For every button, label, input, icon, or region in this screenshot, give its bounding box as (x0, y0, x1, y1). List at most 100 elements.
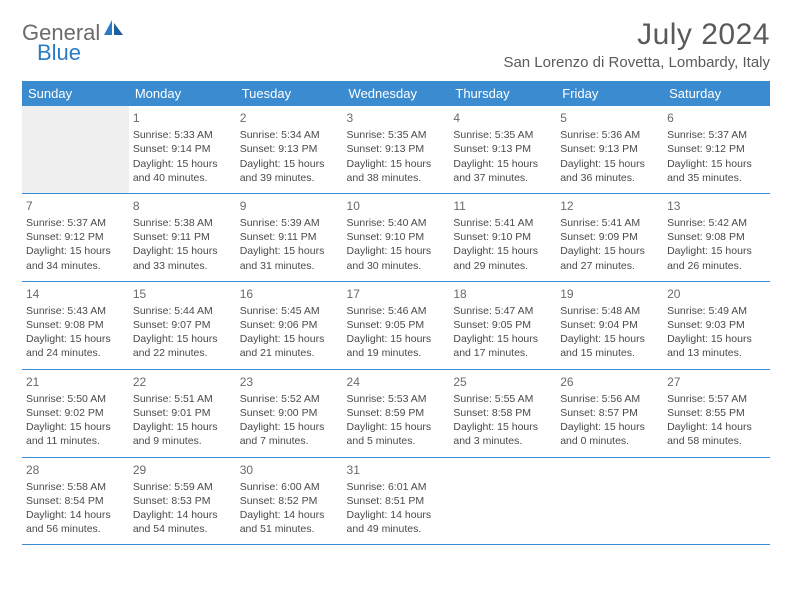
day-info: Sunrise: 5:38 AMSunset: 9:11 PMDaylight:… (133, 216, 232, 273)
logo-text-blue: Blue (37, 40, 81, 66)
day-number: 27 (667, 374, 766, 390)
day-number: 3 (347, 110, 446, 126)
day-info: Sunrise: 6:00 AMSunset: 8:52 PMDaylight:… (240, 480, 339, 537)
calendar-body: 1 Sunrise: 5:33 AMSunset: 9:14 PMDaylight… (22, 106, 770, 545)
day-number: 21 (26, 374, 125, 390)
calendar-week-row: 28Sunrise: 5:58 AMSunset: 8:54 PMDayligh… (22, 457, 770, 545)
day-info: Sunrise: 5:39 AMSunset: 9:11 PMDaylight:… (240, 216, 339, 273)
calendar-day-cell: 5 Sunrise: 5:36 AMSunset: 9:13 PMDaylight… (556, 106, 663, 193)
day-number: 17 (347, 286, 446, 302)
day-number: 15 (133, 286, 232, 302)
day-info: Sunrise: 5:37 AMSunset: 9:12 PMDaylight:… (26, 216, 125, 273)
calendar-day-cell: 13 Sunrise: 5:42 AMSunset: 9:08 PMDayligh… (663, 193, 770, 281)
day-info: Sunrise: 5:36 AMSunset: 9:13 PMDaylight:… (560, 128, 659, 185)
calendar-day-cell: 28Sunrise: 5:58 AMSunset: 8:54 PMDayligh… (22, 457, 129, 545)
day-info: Sunrise: 5:59 AMSunset: 8:53 PMDaylight:… (133, 480, 232, 537)
day-info: Sunrise: 5:47 AMSunset: 9:05 PMDaylight:… (453, 304, 552, 361)
day-number: 22 (133, 374, 232, 390)
day-info: Sunrise: 5:40 AMSunset: 9:10 PMDaylight:… (347, 216, 446, 273)
day-info: Sunrise: 5:34 AMSunset: 9:13 PMDaylight:… (240, 128, 339, 185)
weekday-header: Wednesday (343, 81, 450, 106)
day-number: 26 (560, 374, 659, 390)
day-number: 7 (26, 198, 125, 214)
month-title: July 2024 (503, 18, 770, 52)
weekday-header: Saturday (663, 81, 770, 106)
calendar-day-cell: 30Sunrise: 6:00 AMSunset: 8:52 PMDayligh… (236, 457, 343, 545)
calendar-day-cell: 2 Sunrise: 5:34 AMSunset: 9:13 PMDaylight… (236, 106, 343, 193)
calendar-day-cell (22, 106, 129, 193)
calendar-week-row: 14 Sunrise: 5:43 AMSunset: 9:08 PMDayligh… (22, 281, 770, 369)
day-info: Sunrise: 5:33 AMSunset: 9:14 PMDaylight:… (133, 128, 232, 185)
calendar-day-cell: 8 Sunrise: 5:38 AMSunset: 9:11 PMDaylight… (129, 193, 236, 281)
calendar-day-cell: 7 Sunrise: 5:37 AMSunset: 9:12 PMDaylight… (22, 193, 129, 281)
day-number: 2 (240, 110, 339, 126)
day-number: 5 (560, 110, 659, 126)
day-info: Sunrise: 5:37 AMSunset: 9:12 PMDaylight:… (667, 128, 766, 185)
day-number: 23 (240, 374, 339, 390)
calendar-day-cell: 15 Sunrise: 5:44 AMSunset: 9:07 PMDayligh… (129, 281, 236, 369)
day-info: Sunrise: 5:45 AMSunset: 9:06 PMDaylight:… (240, 304, 339, 361)
logo-sail-icon (103, 18, 125, 43)
calendar-header-row: SundayMondayTuesdayWednesdayThursdayFrid… (22, 81, 770, 106)
weekday-header: Sunday (22, 81, 129, 106)
day-number: 25 (453, 374, 552, 390)
calendar-day-cell: 18 Sunrise: 5:47 AMSunset: 9:05 PMDayligh… (449, 281, 556, 369)
calendar-day-cell: 29 Sunrise: 5:59 AMSunset: 8:53 PMDayligh… (129, 457, 236, 545)
calendar-day-cell: 10 Sunrise: 5:40 AMSunset: 9:10 PMDayligh… (343, 193, 450, 281)
logo-second-line: Blue (36, 40, 81, 66)
calendar-day-cell: 23 Sunrise: 5:52 AMSunset: 9:00 PMDayligh… (236, 369, 343, 457)
day-number: 14 (26, 286, 125, 302)
day-info: Sunrise: 5:51 AMSunset: 9:01 PMDaylight:… (133, 392, 232, 449)
day-info: Sunrise: 5:48 AMSunset: 9:04 PMDaylight:… (560, 304, 659, 361)
calendar-day-cell: 1 Sunrise: 5:33 AMSunset: 9:14 PMDaylight… (129, 106, 236, 193)
day-info: Sunrise: 6:01 AMSunset: 8:51 PMDaylight:… (347, 480, 446, 537)
calendar-day-cell: 21 Sunrise: 5:50 AMSunset: 9:02 PMDayligh… (22, 369, 129, 457)
calendar-day-cell: 14 Sunrise: 5:43 AMSunset: 9:08 PMDayligh… (22, 281, 129, 369)
calendar-day-cell: 27 Sunrise: 5:57 AMSunset: 8:55 PMDayligh… (663, 369, 770, 457)
day-number: 6 (667, 110, 766, 126)
day-number: 31 (347, 462, 446, 478)
calendar-day-cell: 3Sunrise: 5:35 AMSunset: 9:13 PMDaylight… (343, 106, 450, 193)
day-info: Sunrise: 5:49 AMSunset: 9:03 PMDaylight:… (667, 304, 766, 361)
day-info: Sunrise: 5:42 AMSunset: 9:08 PMDaylight:… (667, 216, 766, 273)
day-number: 8 (133, 198, 232, 214)
day-info: Sunrise: 5:52 AMSunset: 9:00 PMDaylight:… (240, 392, 339, 449)
calendar-day-cell: 25 Sunrise: 5:55 AMSunset: 8:58 PMDayligh… (449, 369, 556, 457)
calendar-table: SundayMondayTuesdayWednesdayThursdayFrid… (22, 81, 770, 545)
day-info: Sunrise: 5:44 AMSunset: 9:07 PMDaylight:… (133, 304, 232, 361)
day-info: Sunrise: 5:41 AMSunset: 9:09 PMDaylight:… (560, 216, 659, 273)
day-number: 19 (560, 286, 659, 302)
day-number: 1 (133, 110, 232, 126)
calendar-day-cell: 24Sunrise: 5:53 AMSunset: 8:59 PMDayligh… (343, 369, 450, 457)
day-number: 10 (347, 198, 446, 214)
day-info: Sunrise: 5:35 AMSunset: 9:13 PMDaylight:… (453, 128, 552, 185)
day-number: 20 (667, 286, 766, 302)
day-number: 13 (667, 198, 766, 214)
day-info: Sunrise: 5:41 AMSunset: 9:10 PMDaylight:… (453, 216, 552, 273)
day-number: 11 (453, 198, 552, 214)
day-number: 4 (453, 110, 552, 126)
calendar-day-cell: 31 Sunrise: 6:01 AMSunset: 8:51 PMDayligh… (343, 457, 450, 545)
day-number: 16 (240, 286, 339, 302)
calendar-day-cell: 26Sunrise: 5:56 AMSunset: 8:57 PMDayligh… (556, 369, 663, 457)
calendar-week-row: 21 Sunrise: 5:50 AMSunset: 9:02 PMDayligh… (22, 369, 770, 457)
day-number: 24 (347, 374, 446, 390)
calendar-day-cell: 4 Sunrise: 5:35 AMSunset: 9:13 PMDaylight… (449, 106, 556, 193)
calendar-day-cell: 19 Sunrise: 5:48 AMSunset: 9:04 PMDayligh… (556, 281, 663, 369)
weekday-header: Tuesday (236, 81, 343, 106)
weekday-header: Friday (556, 81, 663, 106)
day-info: Sunrise: 5:55 AMSunset: 8:58 PMDaylight:… (453, 392, 552, 449)
day-info: Sunrise: 5:50 AMSunset: 9:02 PMDaylight:… (26, 392, 125, 449)
day-info: Sunrise: 5:57 AMSunset: 8:55 PMDaylight:… (667, 392, 766, 449)
day-number: 29 (133, 462, 232, 478)
day-number: 28 (26, 462, 125, 478)
weekday-header: Monday (129, 81, 236, 106)
calendar-day-cell: 17Sunrise: 5:46 AMSunset: 9:05 PMDayligh… (343, 281, 450, 369)
weekday-header: Thursday (449, 81, 556, 106)
calendar-day-cell: 11 Sunrise: 5:41 AMSunset: 9:10 PMDayligh… (449, 193, 556, 281)
day-number: 18 (453, 286, 552, 302)
calendar-day-cell: 20 Sunrise: 5:49 AMSunset: 9:03 PMDayligh… (663, 281, 770, 369)
day-number: 12 (560, 198, 659, 214)
day-info: Sunrise: 5:43 AMSunset: 9:08 PMDaylight:… (26, 304, 125, 361)
calendar-day-cell (663, 457, 770, 545)
